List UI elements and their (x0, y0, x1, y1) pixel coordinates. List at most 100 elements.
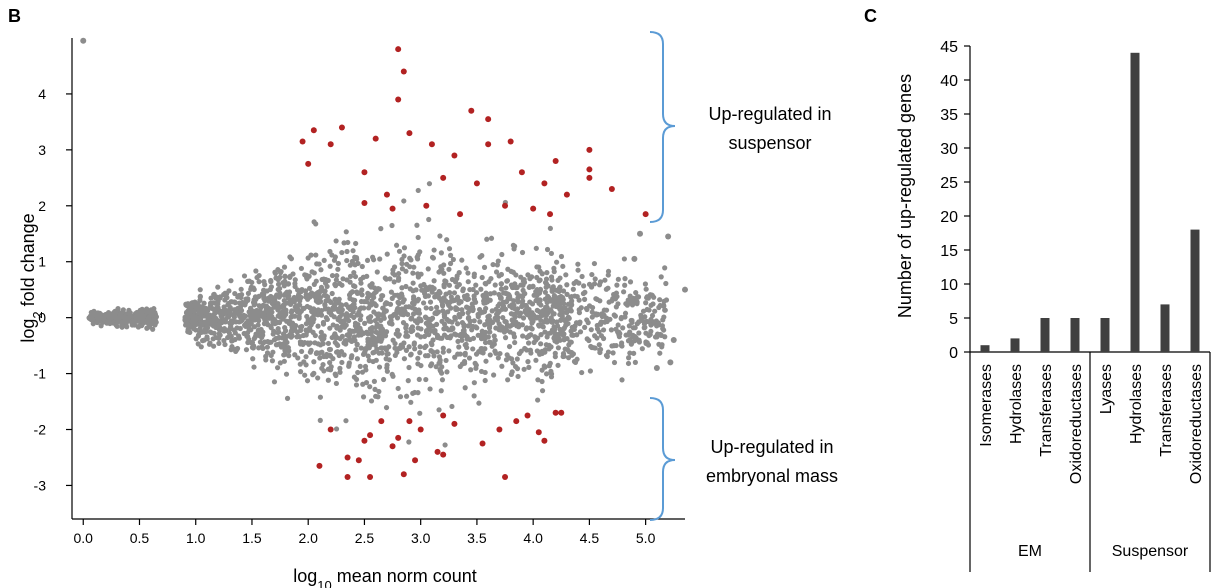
gray-point (615, 322, 621, 328)
gray-point (444, 369, 450, 375)
gray-point (332, 283, 339, 289)
gray-point (492, 337, 498, 343)
gray-point (457, 363, 463, 370)
gray-point (106, 315, 113, 321)
gray-point (569, 298, 575, 304)
gray-point (564, 310, 570, 316)
gray-point (528, 350, 534, 356)
gray-point (362, 347, 368, 354)
gray-point (114, 323, 120, 329)
gray-point (372, 386, 378, 393)
gray-point (538, 332, 544, 338)
gray-point (425, 266, 431, 272)
gray-point (368, 398, 375, 404)
gray-point (591, 281, 598, 287)
gray-point (344, 257, 350, 264)
gray-point (646, 307, 652, 313)
bar-category-label: Transferases (1158, 364, 1175, 457)
gray-point (422, 344, 428, 351)
gray-point (545, 293, 551, 299)
gray-point (432, 310, 438, 316)
gray-point (353, 240, 359, 247)
gray-point (428, 347, 434, 354)
bar-category-label: Isomerases (978, 364, 995, 447)
gray-point (338, 303, 344, 309)
gray-point (662, 307, 668, 313)
gray-point (499, 324, 505, 330)
gray-point (443, 325, 449, 331)
gray-point (190, 325, 197, 332)
gray-point (210, 300, 217, 306)
gray-point (637, 230, 644, 237)
scatter-y-axis-title: log2 fold change (18, 213, 45, 342)
gray-point (484, 236, 490, 242)
gray-point (484, 321, 490, 327)
gray-point (329, 272, 336, 279)
gray-point (535, 397, 541, 403)
gray-point (514, 366, 521, 372)
gray-point (584, 336, 590, 342)
gray-point (281, 352, 287, 358)
gray-point (291, 299, 297, 305)
gray-point (400, 299, 406, 305)
gray-point (271, 379, 278, 385)
gray-point (421, 300, 427, 306)
gray-point (581, 283, 587, 289)
red-point (507, 138, 514, 145)
gray-point (297, 334, 303, 340)
gray-point (294, 307, 300, 313)
red-point (372, 135, 379, 142)
gray-point (596, 282, 603, 288)
gray-point (446, 266, 452, 272)
gray-point (409, 315, 415, 321)
gray-point (389, 222, 395, 229)
scatter-y-tick-label: 4 (38, 86, 46, 102)
gray-point (642, 319, 648, 325)
gray-point (246, 326, 252, 332)
gray-point (281, 303, 287, 309)
red-point (378, 418, 385, 425)
gray-point (646, 332, 652, 339)
gray-point (351, 334, 357, 340)
gray-point (136, 323, 142, 329)
gray-point (438, 250, 444, 256)
gray-point (195, 333, 202, 339)
gray-point (123, 315, 129, 321)
red-point (355, 457, 362, 464)
gray-point (455, 338, 461, 345)
gray-point (543, 342, 549, 348)
gray-point (370, 254, 376, 260)
gray-point (615, 276, 621, 282)
gray-point (408, 399, 414, 405)
gray-point (423, 329, 430, 335)
gray-point (654, 331, 661, 337)
gray-point (524, 311, 530, 317)
gray-point (389, 295, 395, 301)
up-suspensor-label-line1: Up-regulated in (708, 104, 831, 124)
gray-point (124, 324, 130, 330)
gray-point (365, 353, 371, 359)
gray-point (335, 260, 341, 267)
gray-point (443, 357, 449, 364)
gray-point (243, 347, 250, 353)
gray-point (509, 284, 516, 291)
gray-point (351, 269, 357, 276)
gray-point (339, 324, 345, 330)
scatter-y-tick-label: 2 (38, 198, 46, 214)
gray-point (298, 308, 304, 314)
red-point (406, 418, 413, 425)
gray-point (520, 333, 526, 339)
gray-point (378, 296, 384, 303)
gray-point (339, 359, 345, 366)
gray-point (642, 281, 649, 287)
gray-point (615, 329, 621, 335)
gray-point (332, 296, 338, 302)
gray-point (267, 286, 273, 293)
gray-point (630, 325, 636, 331)
gray-point (384, 351, 390, 357)
gray-point (508, 268, 514, 274)
gray-point (398, 291, 405, 297)
gray-point (639, 346, 645, 352)
gray-point (589, 304, 596, 311)
gray-point (215, 284, 221, 290)
